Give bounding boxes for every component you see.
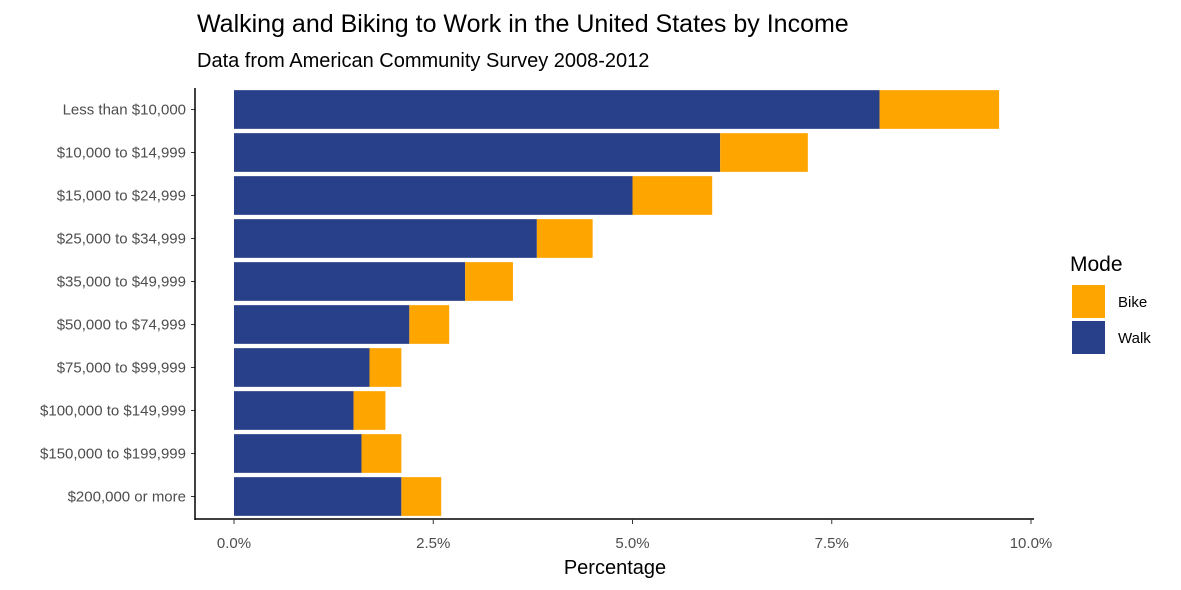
y-tick-label: $50,000 to $74,999 [57,317,186,334]
bar-bike-5 [465,262,513,301]
bar-walk-7 [234,348,370,387]
legend-label-bike: Bike [1118,294,1147,311]
y-axis: Less than $10,000 $10,000 to $14,999 $15,0… [40,88,196,520]
x-tick-label: 5.0% [615,535,649,552]
y-tick-label: $25,000 to $34,999 [57,231,186,248]
bar-bike-9 [361,434,402,473]
legend-swatch-bike [1072,285,1105,318]
x-tick-label: 0.0% [217,535,251,552]
legend: Mode Bike Walk [1070,253,1151,354]
bar-walk-6 [234,305,410,344]
bar-bike-3 [632,176,713,215]
bar-bike-10 [401,477,442,516]
legend-title: Mode [1070,253,1123,276]
y-tick-label: $150,000 to $199,999 [40,446,186,463]
legend-swatch-walk [1072,321,1105,354]
bar-walk-8 [234,391,354,430]
y-tick-label: $75,000 to $99,999 [57,360,186,377]
y-tick-label: Less than $10,000 [63,102,186,119]
bar-bike-4 [536,219,593,258]
x-tick-label: 7.5% [815,535,849,552]
bar-walk-2 [234,133,721,172]
y-tick-label: $15,000 to $24,999 [57,188,186,205]
bar-walk-1 [234,90,880,129]
chart-title: Walking and Biking to Work in the United… [197,10,849,38]
bar-walk-4 [234,219,537,258]
chart-subtitle: Data from American Community Survey 2008… [197,50,649,72]
bar-walk-9 [234,434,362,473]
x-axis: 0.0% 2.5% 5.0% 7.5% 10.0% [195,518,1053,552]
bar-walk-5 [234,262,466,301]
y-tick-label: $100,000 to $149,999 [40,403,186,420]
bars-group [234,90,1000,516]
bar-walk-10 [234,477,402,516]
bar-walk-3 [234,176,633,215]
y-tick-label: $200,000 or more [68,489,186,506]
bar-bike-2 [720,133,808,172]
bar-bike-7 [369,348,402,387]
bar-bike-8 [353,391,386,430]
x-axis-title: Percentage [564,557,666,579]
bar-bike-6 [409,305,450,344]
x-tick-label: 2.5% [416,535,450,552]
x-tick-label: 10.0% [1010,535,1053,552]
legend-label-walk: Walk [1118,330,1151,347]
bar-bike-1 [879,90,1000,129]
y-tick-label: $10,000 to $14,999 [57,145,186,162]
y-tick-label: $35,000 to $49,999 [57,274,186,291]
